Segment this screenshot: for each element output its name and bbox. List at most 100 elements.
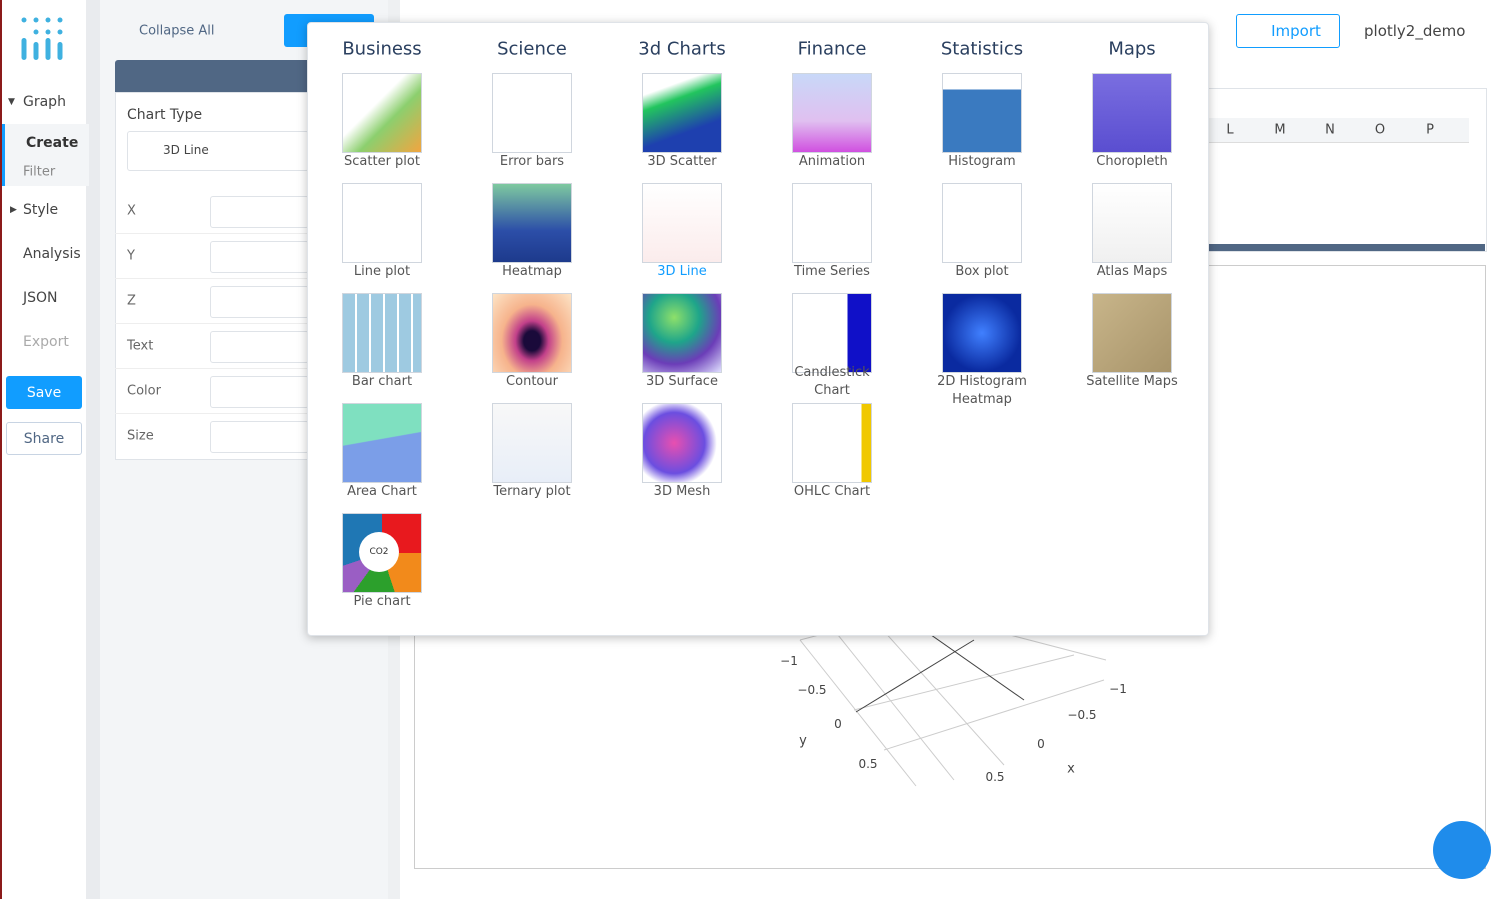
chart-thumbnail[interactable] — [342, 183, 422, 263]
x-tick-label: −0.5 — [1067, 708, 1097, 722]
column-header: L — [1226, 122, 1234, 138]
column-header: P — [1426, 122, 1434, 138]
x-tick-label: −1 — [1109, 682, 1127, 696]
spreadsheet-bar — [1207, 244, 1485, 251]
chart-type-label[interactable]: Contour — [506, 374, 558, 389]
chart-thumbnail[interactable] — [492, 73, 572, 153]
panel-header — [115, 60, 307, 92]
caret: ▼ — [8, 97, 15, 107]
chart-thumbnail[interactable] — [492, 403, 572, 483]
nav-item[interactable]: Export — [23, 334, 69, 350]
chart-type-label[interactable]: 3D Scatter — [647, 154, 717, 169]
chart-thumbnail[interactable] — [642, 293, 722, 373]
field-divider — [115, 233, 307, 234]
chart-thumbnail[interactable] — [942, 73, 1022, 153]
field-label: Color — [127, 383, 161, 399]
chart-type-label[interactable]: Bar chart — [351, 374, 413, 389]
chart-thumbnail[interactable] — [642, 183, 722, 263]
chat-button[interactable] — [1433, 821, 1491, 879]
left-edge — [0, 0, 2, 899]
share-button — [6, 422, 82, 455]
nav-item[interactable]: Style — [23, 202, 59, 218]
chart-type-label[interactable]: Animation — [798, 154, 866, 169]
chart-type-label[interactable]: Pie chart — [353, 594, 411, 609]
field-input — [210, 241, 309, 273]
chart-type-label[interactable]: 2D Histogram Heatmap — [937, 374, 1027, 407]
chart-menu — [307, 22, 1209, 636]
chart-thumbnail[interactable] — [642, 403, 722, 483]
chart-thumbnail[interactable] — [792, 293, 872, 373]
save-button — [6, 376, 82, 409]
import-label[interactable]: Import — [1271, 22, 1321, 40]
chart-thumbnail[interactable] — [1092, 183, 1172, 263]
chart-thumbnail[interactable] — [342, 403, 422, 483]
chart-type-label[interactable]: Satellite Maps — [1086, 374, 1178, 389]
chart-thumbnail[interactable] — [492, 293, 572, 373]
x-axis-label: x — [1067, 761, 1075, 777]
y-tick-label: −1 — [780, 654, 798, 668]
chart-type-label[interactable]: Ternary plot — [493, 484, 571, 499]
field-label: Chart Type — [127, 107, 203, 123]
chart-thumbnail[interactable] — [642, 73, 722, 153]
chart-type-label[interactable]: Line plot — [353, 264, 411, 279]
chart-thumbnail[interactable] — [942, 293, 1022, 373]
chart-thumbnail[interactable] — [942, 183, 1022, 263]
nav-item[interactable]: Filter — [23, 164, 56, 180]
field-input — [210, 376, 309, 408]
chart-type-label[interactable]: 3D Surface — [646, 374, 718, 389]
chart-thumbnail[interactable] — [792, 183, 872, 263]
chart-thumbnail[interactable] — [792, 403, 872, 483]
chart-type-label[interactable]: 3D Line — [657, 264, 707, 279]
chart-type-label[interactable]: Histogram — [948, 154, 1016, 169]
save-button-label[interactable]: Save — [26, 385, 62, 401]
nav-item[interactable]: Analysis — [23, 246, 81, 262]
column-header: N — [1325, 122, 1335, 138]
pie-thumb-text: CO2 — [359, 532, 399, 572]
spreadsheet — [1207, 88, 1487, 252]
chart-thumbnail[interactable] — [342, 293, 422, 373]
chart-thumbnail[interactable] — [792, 73, 872, 153]
chart-thumbnail[interactable] — [1092, 293, 1172, 373]
menu-group-title: Business — [342, 38, 422, 60]
y-tick-label: −0.5 — [797, 683, 827, 697]
import-button[interactable] — [1236, 14, 1340, 48]
chart-thumbnail[interactable] — [492, 183, 572, 263]
column-header: O — [1374, 122, 1386, 138]
menu-group-title: Maps — [1108, 38, 1156, 60]
chart-thumbnail[interactable] — [1092, 73, 1172, 153]
field-input — [210, 331, 309, 363]
sidebar-scroll — [86, 0, 100, 899]
menu-group-title: 3d Charts — [638, 38, 726, 60]
chart-type-label[interactable]: OHLC Chart — [793, 484, 871, 499]
collapse-all[interactable]: Collapse All — [139, 23, 215, 39]
y-tick-label: 0.5 — [858, 757, 878, 771]
x-tick-label: 0 — [1037, 737, 1045, 751]
chart-type-label[interactable]: Error bars — [499, 154, 565, 169]
chart-type-label[interactable]: Atlas Maps — [1096, 264, 1168, 279]
x-tick-label: 0.5 — [985, 770, 1005, 784]
menu-group-title: Statistics — [940, 38, 1024, 60]
chart-type-label[interactable]: 3D Mesh — [653, 484, 711, 499]
y-axis-label: y — [799, 733, 807, 749]
chart-type-label[interactable]: Box plot — [955, 264, 1009, 279]
nav-item[interactable]: Graph — [23, 94, 66, 110]
chart-thumbnail[interactable] — [342, 73, 422, 153]
chart-type-label[interactable]: Time Series — [794, 264, 870, 279]
chart-type-label[interactable]: Candlestick Chart — [794, 365, 870, 398]
chart-type-label[interactable]: Area Chart — [347, 484, 417, 499]
field-divider — [115, 323, 307, 324]
chart-type-label[interactable]: Choropleth — [1096, 154, 1168, 169]
nav-item[interactable]: Create — [26, 135, 79, 151]
field-divider — [115, 368, 307, 369]
chart-type-dropdown[interactable] — [127, 131, 309, 171]
column-header: M — [1274, 122, 1286, 138]
chart-type-label[interactable]: Scatter plot — [344, 154, 420, 169]
field-input — [210, 196, 309, 228]
user-menu[interactable]: plotly2_demo — [1364, 22, 1466, 40]
chart-thumbnail[interactable] — [342, 513, 422, 593]
chart-type-label[interactable]: Heatmap — [502, 264, 562, 279]
caret: ▶ — [10, 205, 17, 215]
share-button-label[interactable]: Share — [23, 431, 65, 447]
field-divider — [115, 278, 307, 279]
nav-item[interactable]: JSON — [23, 290, 58, 306]
